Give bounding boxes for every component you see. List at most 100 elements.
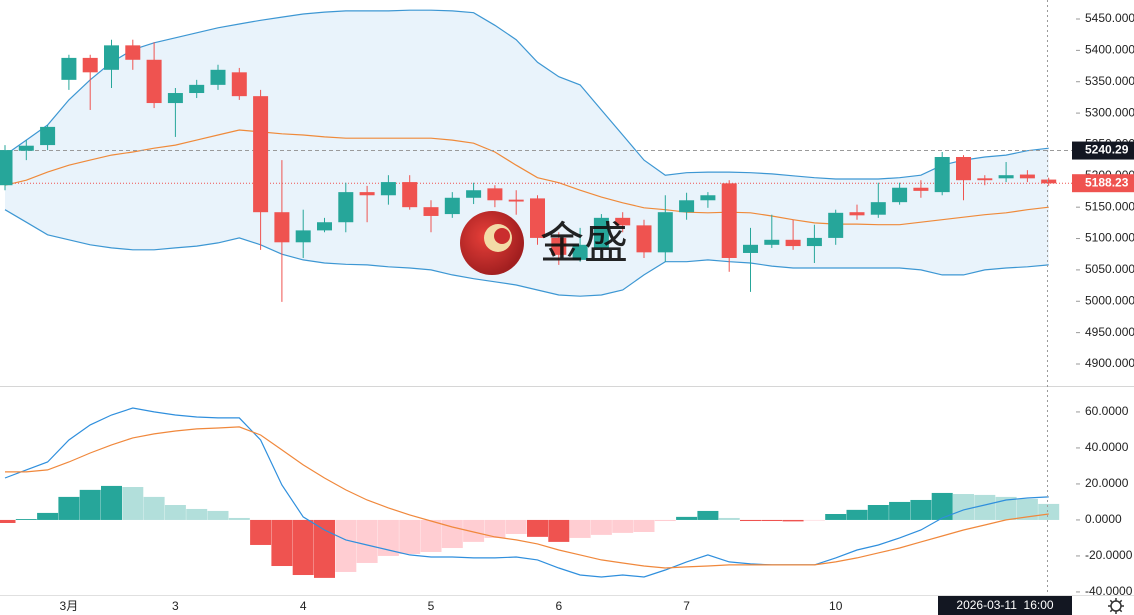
histogram-bar: [974, 494, 996, 520]
cursor-time: 2026-03-11 16:00: [956, 598, 1054, 612]
candle-body: [956, 156, 971, 181]
histogram-bar: [1016, 498, 1038, 520]
candle-body: [530, 198, 545, 238]
histogram-bar: [740, 519, 761, 522]
histogram-bar: [889, 501, 911, 520]
histogram-bar: [633, 519, 655, 532]
histogram-bar: [612, 519, 634, 533]
candle-body: [551, 237, 567, 255]
candle-body: [977, 178, 993, 181]
candle-body: [125, 45, 141, 60]
candle-body: [253, 96, 269, 213]
candle-body: [402, 182, 418, 208]
candle-body: [806, 237, 822, 247]
histogram-bar: [867, 505, 889, 520]
settings-icon[interactable]: [1108, 598, 1124, 614]
histogram-bar: [441, 519, 463, 549]
histogram-bar: [569, 519, 591, 538]
cursor-time-box: [938, 596, 1072, 615]
price-marker-box: [1072, 174, 1134, 193]
histogram-bar: [825, 514, 847, 520]
histogram-bar: [335, 519, 357, 572]
candle-body: [18, 145, 34, 151]
candle-body: [444, 197, 460, 215]
candle-body: [210, 69, 226, 85]
candle-body: [0, 150, 13, 186]
candle-body: [934, 156, 950, 193]
candle-body: [636, 225, 652, 253]
candle-body: [380, 182, 396, 196]
candle-body: [1019, 174, 1035, 179]
histogram-bar: [676, 516, 698, 520]
candle-body: [892, 187, 908, 203]
candle-body: [274, 212, 290, 243]
candle-body: [785, 239, 801, 247]
histogram-bar: [207, 510, 229, 520]
watermark: 金盛: [460, 211, 628, 275]
watermark-logo-core: [494, 228, 510, 244]
candle-body: [189, 84, 205, 94]
candle-body: [998, 175, 1014, 179]
histogram-bar: [761, 519, 783, 522]
candle-body: [423, 207, 439, 216]
price-marker-label: 5188.23: [1085, 175, 1129, 189]
candle-body: [338, 192, 354, 223]
y-tick-label: 5350.000: [1085, 74, 1134, 88]
histogram-bar: [910, 499, 932, 520]
indicator-line: [4, 9, 1049, 180]
candle-body: [61, 57, 77, 80]
histogram-bar: [527, 519, 548, 537]
y-tick-label: 5450.000: [1085, 11, 1134, 25]
x-tick-label: 3: [172, 599, 179, 613]
x-tick-label: 10: [829, 599, 843, 613]
price-marker-label: 5240.29: [1085, 143, 1129, 157]
histogram-bar: [953, 494, 974, 520]
histogram-bar: [79, 489, 101, 520]
candle-body: [593, 217, 609, 248]
histogram-bar: [399, 519, 421, 554]
histogram-bar: [164, 505, 186, 520]
candle-body: [700, 195, 716, 201]
histogram-bar: [1038, 503, 1060, 520]
y-tick-label: 60.0000: [1085, 404, 1129, 418]
histogram-bar: [58, 496, 80, 520]
histogram-bar: [143, 496, 165, 520]
y-tick-label: 20.0000: [1085, 476, 1129, 490]
indicator-line: [4, 407, 1049, 578]
y-tick-label: 5050.000: [1085, 262, 1134, 276]
candle-body: [466, 190, 482, 198]
candle-body: [870, 202, 886, 215]
histogram-bar: [484, 519, 506, 538]
histogram-bar: [292, 519, 314, 576]
indicator-line: [4, 129, 1049, 226]
y-tick-label: 5400.000: [1085, 43, 1134, 57]
candle-body: [657, 212, 673, 253]
histogram-bar: [697, 510, 719, 520]
indicator-line: [5, 426, 1049, 569]
band-fill: [5, 10, 1049, 297]
histogram-bar: [122, 487, 144, 520]
candle-body: [721, 183, 737, 258]
histogram-bar: [505, 519, 527, 534]
histogram-bar: [803, 519, 825, 521]
histogram-bar: [15, 519, 37, 520]
candle-body: [743, 244, 758, 253]
y-tick-label: -20.0000: [1085, 548, 1133, 562]
histogram-bar: [186, 508, 208, 520]
y-tick-label: 40.0000: [1085, 440, 1129, 454]
candle-body: [679, 200, 695, 213]
candle-body: [231, 72, 247, 97]
histogram-bar: [377, 519, 399, 556]
histogram-bar: [548, 519, 570, 542]
histogram-bar: [37, 512, 59, 520]
histogram-bar: [718, 517, 740, 520]
candle-body: [1041, 179, 1057, 184]
candle-body: [295, 230, 311, 243]
candle-body: [317, 222, 332, 231]
candle-body: [359, 192, 375, 196]
histogram-bar: [356, 519, 378, 563]
histogram-bar: [101, 485, 122, 520]
candle-body: [828, 212, 844, 238]
